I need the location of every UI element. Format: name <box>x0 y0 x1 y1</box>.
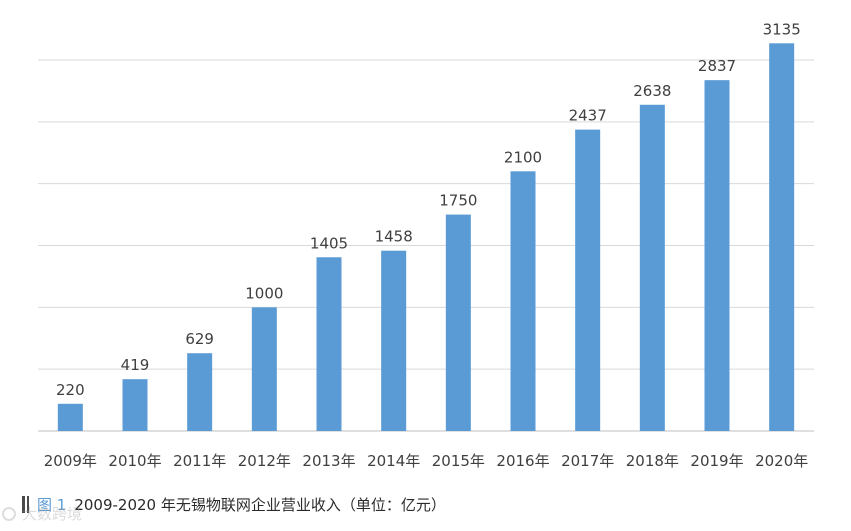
x-tick-label: 2018年 <box>626 452 679 470</box>
x-tick-label: 2016年 <box>496 452 549 470</box>
x-tick-label: 2009年 <box>44 452 97 470</box>
data-label: 220 <box>56 381 85 399</box>
bar-chart: 220 419 629 1000 1405 1458 1750 2100 2437 2638 283… <box>38 20 814 470</box>
data-label: 629 <box>185 330 214 348</box>
bar <box>381 250 407 431</box>
bar <box>769 43 795 432</box>
caption-figure-number: 图 1 <box>37 495 67 514</box>
bar <box>187 353 213 431</box>
x-tick-label: 2011年 <box>173 452 226 470</box>
bars <box>57 43 795 432</box>
x-tick-label: 2015年 <box>432 452 485 470</box>
data-label: 1750 <box>439 192 477 210</box>
x-tick-label: 2010年 <box>108 452 161 470</box>
caption-text: 2009-2020 年无锡物联网企业营业收入（单位：亿元） <box>74 495 446 514</box>
data-label: 1405 <box>310 234 348 252</box>
caption-marker <box>27 495 29 513</box>
x-axis-tick-labels: 2009年 2010年 2011年 2012年 2013年 2014年 2015年 2016年… <box>44 452 809 470</box>
bar <box>57 403 83 431</box>
watermark-logo-icon <box>2 506 16 521</box>
data-label: 2837 <box>698 57 736 75</box>
bar <box>639 104 665 432</box>
bar <box>251 307 277 431</box>
figure-caption: 图 1 2009-2020 年无锡物联网企业营业收入（单位：亿元） <box>22 492 446 516</box>
x-tick-label: 2012年 <box>238 452 291 470</box>
data-label: 419 <box>121 356 150 374</box>
bar <box>510 171 536 432</box>
data-label: 2100 <box>504 148 542 166</box>
x-tick-label: 2019年 <box>690 452 743 470</box>
data-label: 2638 <box>633 82 671 100</box>
x-tick-label: 2013年 <box>302 452 355 470</box>
bar <box>575 129 601 431</box>
bar <box>316 257 342 431</box>
bar <box>122 379 148 431</box>
data-label: 1000 <box>245 284 283 302</box>
bar <box>445 214 471 431</box>
data-label: 1458 <box>375 228 413 246</box>
data-label: 2437 <box>569 107 607 125</box>
x-tick-label: 2017年 <box>561 452 614 470</box>
x-tick-label: 2020年 <box>755 452 808 470</box>
gridlines <box>38 59 814 432</box>
caption-marker <box>22 495 25 513</box>
x-tick-label: 2014年 <box>367 452 420 470</box>
data-labels: 220 419 629 1000 1405 1458 1750 2100 2437 2638 283… <box>56 20 801 398</box>
data-label: 3135 <box>763 20 801 38</box>
bar <box>704 80 730 431</box>
